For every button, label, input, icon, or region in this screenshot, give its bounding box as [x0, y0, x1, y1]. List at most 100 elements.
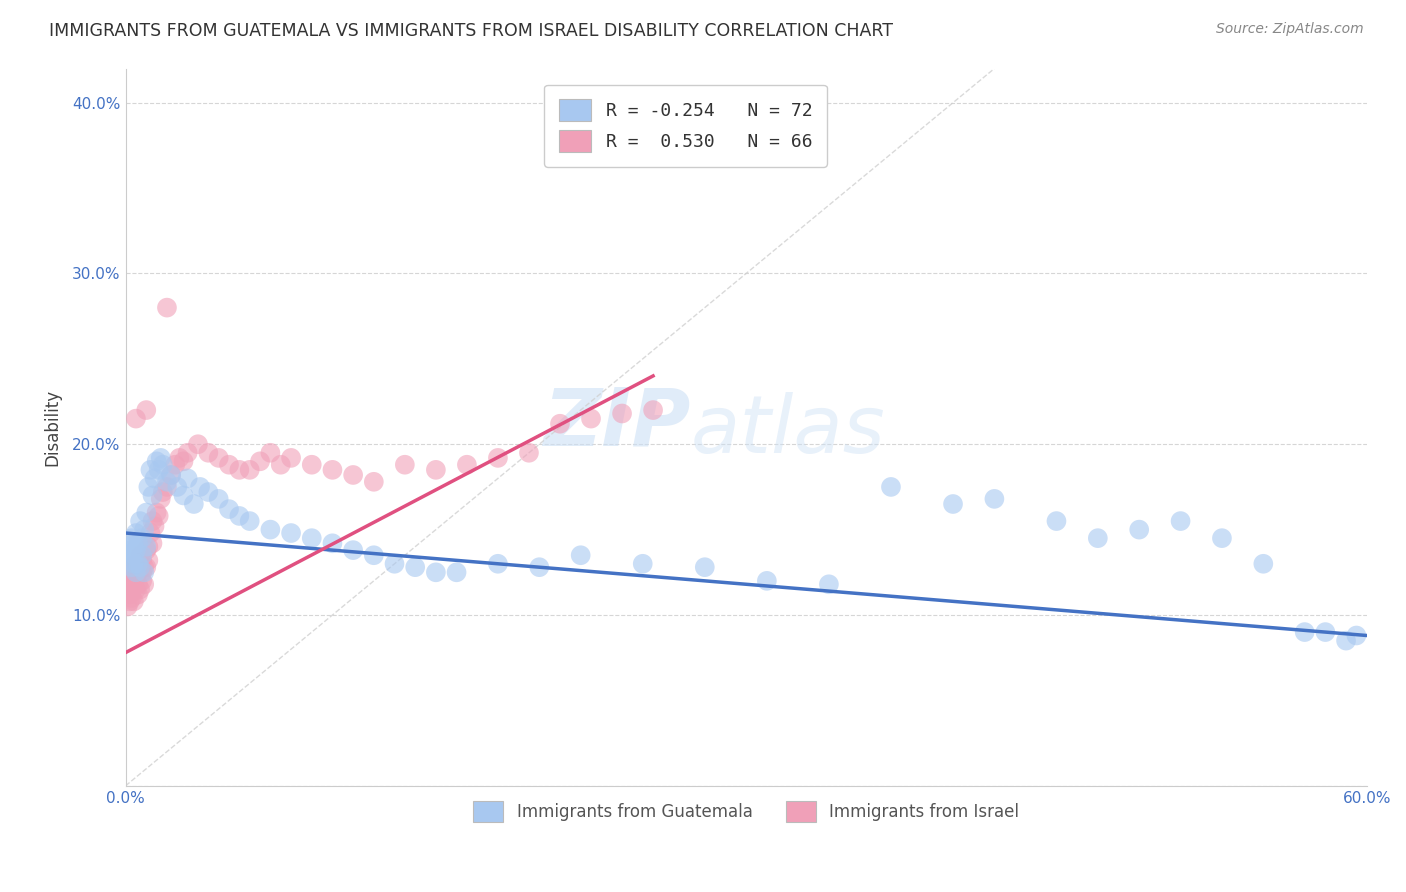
Point: [134, 566, 156, 580]
Point: [125, 557, 148, 571]
Point: [121, 591, 143, 605]
Point: [270, 458, 292, 472]
Point: [125, 582, 148, 597]
Point: [187, 437, 209, 451]
Point: [135, 540, 157, 554]
Point: [342, 543, 364, 558]
Point: [117, 548, 139, 562]
Point: [1315, 625, 1337, 640]
Point: [486, 557, 509, 571]
Point: [138, 480, 160, 494]
Point: [1253, 557, 1275, 571]
Legend: Immigrants from Guatemala, Immigrants from Israel: Immigrants from Guatemala, Immigrants fr…: [460, 788, 1032, 835]
Point: [138, 540, 160, 554]
Point: [135, 543, 157, 558]
Point: [239, 463, 262, 477]
Point: [121, 543, 143, 558]
Point: [152, 458, 174, 472]
Point: [166, 480, 188, 494]
Point: [259, 523, 281, 537]
Point: [425, 566, 447, 580]
Point: [141, 514, 163, 528]
Point: [1087, 531, 1109, 545]
Point: [118, 553, 141, 567]
Point: [129, 514, 152, 528]
Point: [363, 548, 385, 562]
Point: [131, 531, 153, 545]
Point: [425, 463, 447, 477]
Y-axis label: Disability: Disability: [44, 389, 60, 466]
Point: [135, 403, 157, 417]
Point: [280, 526, 302, 541]
Point: [610, 407, 633, 421]
Point: [983, 491, 1005, 506]
Point: [218, 502, 240, 516]
Point: [122, 577, 145, 591]
Point: [197, 446, 219, 460]
Point: [134, 523, 156, 537]
Point: [249, 454, 271, 468]
Point: [134, 577, 156, 591]
Point: [156, 301, 179, 315]
Point: [129, 548, 152, 562]
Point: [118, 574, 141, 588]
Point: [139, 463, 162, 477]
Point: [117, 599, 139, 614]
Point: [394, 458, 416, 472]
Point: [641, 403, 664, 417]
Point: [156, 475, 179, 489]
Point: [1170, 514, 1192, 528]
Point: [280, 450, 302, 465]
Point: [301, 531, 323, 545]
Point: [1334, 633, 1357, 648]
Point: [131, 548, 153, 562]
Point: [148, 463, 170, 477]
Point: [321, 463, 343, 477]
Point: [122, 536, 145, 550]
Point: [1045, 514, 1067, 528]
Text: IMMIGRANTS FROM GUATEMALA VS IMMIGRANTS FROM ISRAEL DISABILITY CORRELATION CHART: IMMIGRANTS FROM GUATEMALA VS IMMIGRANTS …: [49, 22, 893, 40]
Point: [122, 548, 145, 562]
Point: [486, 450, 509, 465]
Point: [1294, 625, 1316, 640]
Point: [631, 557, 654, 571]
Point: [755, 574, 778, 588]
Point: [117, 577, 139, 591]
Point: [129, 560, 152, 574]
Point: [143, 471, 166, 485]
Point: [127, 536, 149, 550]
Point: [143, 519, 166, 533]
Point: [121, 582, 143, 597]
Point: [156, 480, 179, 494]
Point: [169, 450, 191, 465]
Point: [173, 454, 195, 468]
Point: [148, 508, 170, 523]
Point: [121, 566, 143, 580]
Point: [118, 540, 141, 554]
Point: [135, 506, 157, 520]
Point: [125, 570, 148, 584]
Point: [1128, 523, 1150, 537]
Point: [446, 566, 468, 580]
Point: [135, 560, 157, 574]
Point: [127, 557, 149, 571]
Point: [183, 497, 205, 511]
Point: [160, 467, 183, 482]
Point: [122, 557, 145, 571]
Point: [529, 560, 551, 574]
Point: [942, 497, 965, 511]
Point: [228, 508, 250, 523]
Point: [188, 480, 211, 494]
Point: [122, 594, 145, 608]
Point: [176, 446, 198, 460]
Point: [127, 566, 149, 580]
Point: [693, 560, 716, 574]
Point: [1346, 628, 1368, 642]
Text: ZIP: ZIP: [543, 384, 690, 463]
Point: [569, 548, 592, 562]
Point: [218, 458, 240, 472]
Point: [517, 446, 540, 460]
Point: [404, 560, 426, 574]
Point: [127, 577, 149, 591]
Point: [173, 488, 195, 502]
